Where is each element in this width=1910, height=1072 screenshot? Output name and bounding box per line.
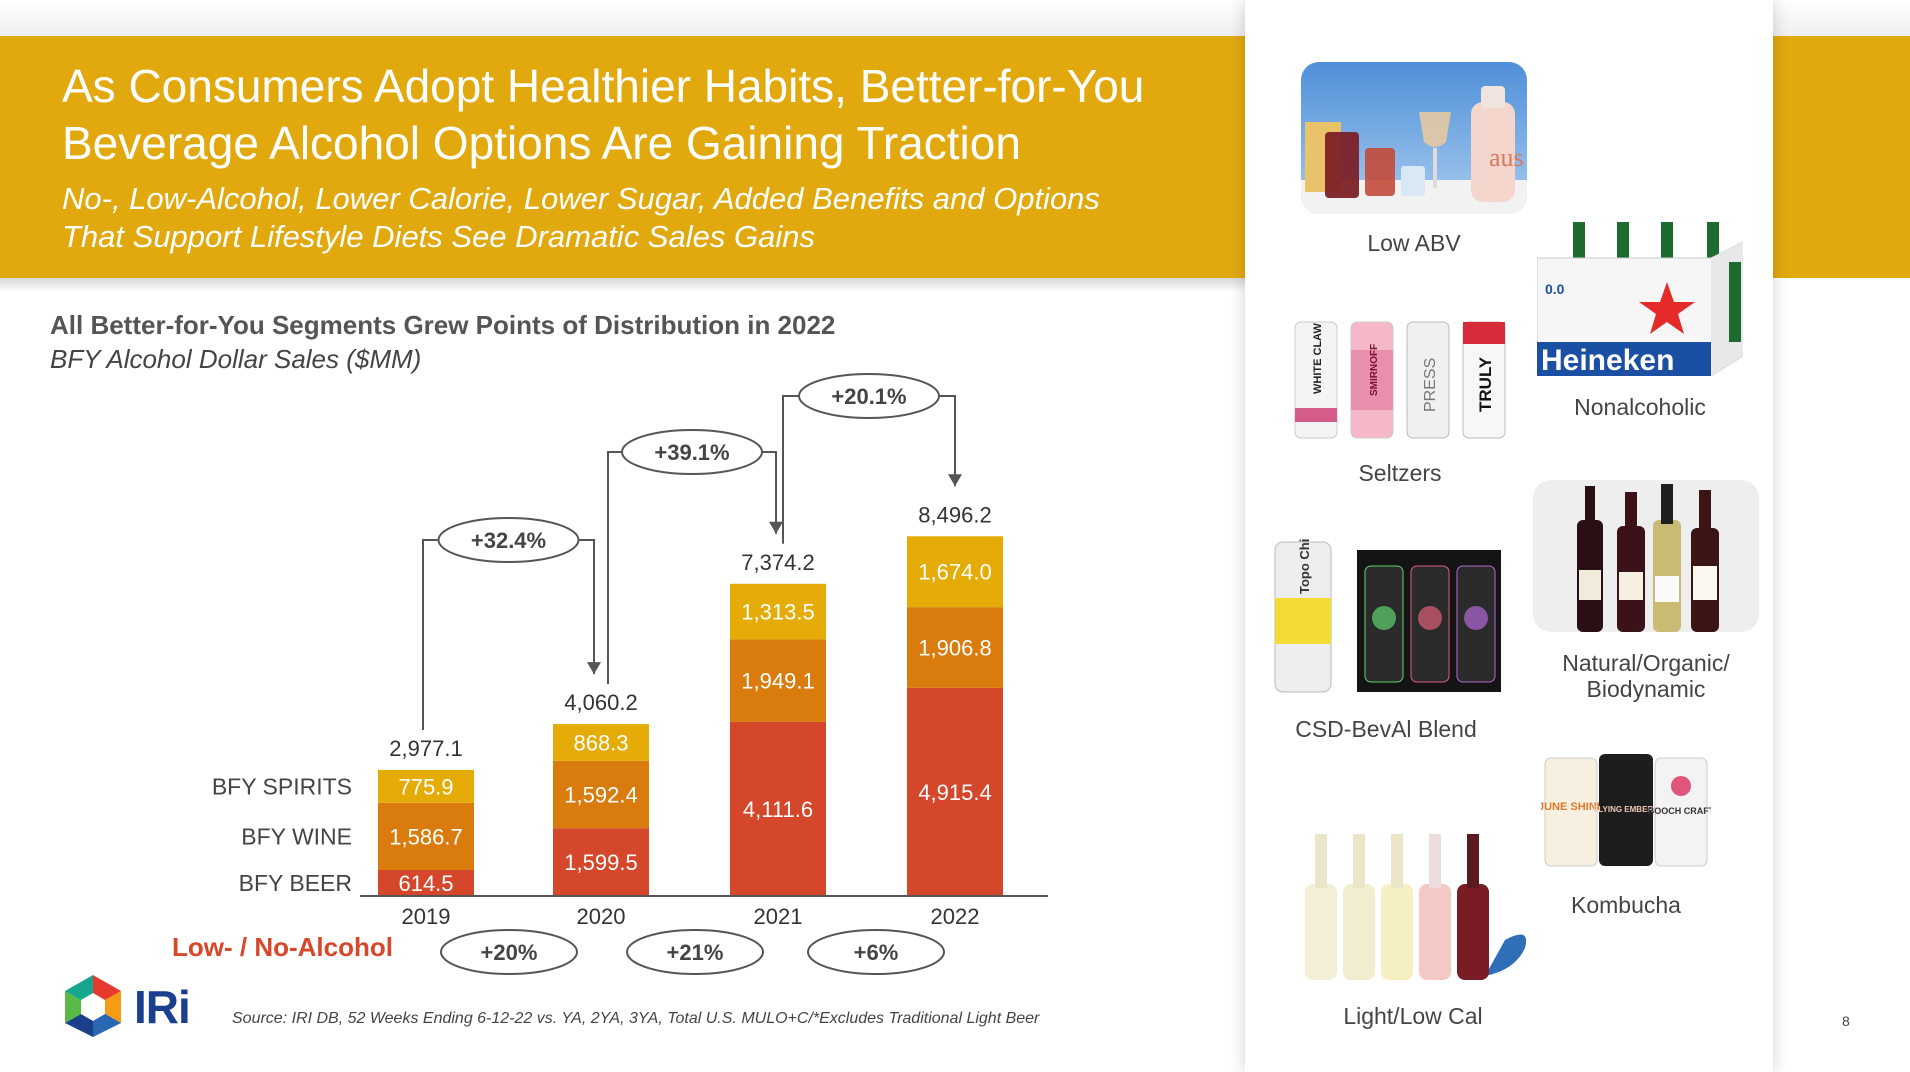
- data-label-bfy-beer-2022: 4,915.4: [918, 780, 991, 805]
- data-label-bfy-beer-2021: 4,111.6: [743, 797, 813, 822]
- legend-bfy-spirits: BFY SPIRITS: [212, 773, 352, 799]
- low-no-growth-2: +21%: [667, 940, 724, 965]
- total-label-2022: 8,496.2: [918, 502, 991, 527]
- light-low-cal-image: [1295, 830, 1531, 982]
- data-label-bfy-beer-2019: 614.5: [398, 871, 453, 896]
- data-label-bfy-wine-2020: 1,592.4: [564, 783, 637, 808]
- total-label-2019: 2,977.1: [389, 736, 462, 761]
- x-tick-2021: 2021: [754, 904, 803, 929]
- growth-arrowhead-3: [948, 474, 962, 486]
- data-label-bfy-spirits-2022: 1,674.0: [918, 560, 991, 585]
- x-tick-2022: 2022: [931, 904, 980, 929]
- growth-label-3: +20.1%: [831, 384, 906, 409]
- data-label-bfy-wine-2019: 1,586.7: [389, 824, 462, 849]
- seltzer-brand-3: PRESS: [1422, 358, 1439, 412]
- low-no-growth-1: +20%: [481, 940, 538, 965]
- csd-brand: Topo Chico: [1297, 538, 1312, 594]
- banner-shadow: [0, 278, 1245, 292]
- seltzers-label: Seltzers: [1285, 460, 1515, 486]
- data-label-bfy-wine-2022: 1,906.8: [918, 636, 991, 661]
- data-label-bfy-wine-2021: 1,949.1: [741, 669, 814, 694]
- kombucha-brand-3: BOOCH CRAFT: [1648, 806, 1711, 816]
- legend-bfy-wine: BFY WINE: [241, 823, 352, 849]
- data-label-bfy-spirits-2020: 868.3: [573, 730, 628, 755]
- csd-bevai-image: Topo Chico: [1271, 538, 1507, 700]
- page-subtitle: No-, Low-Alcohol, Lower Calorie, Lower S…: [62, 180, 1162, 256]
- growth-arrowhead-2: [769, 522, 783, 534]
- iri-logo-icon: [60, 973, 126, 1039]
- iri-logo-text: IRi: [134, 980, 190, 1034]
- total-label-2020: 4,060.2: [564, 690, 637, 715]
- legend-bfy-beer: BFY BEER: [239, 870, 352, 896]
- csd-bevai-label: CSD-BevAl Blend: [1271, 716, 1501, 742]
- data-label-bfy-beer-2020: 1,599.5: [564, 850, 637, 875]
- stacked-bar-chart: 614.5 1,586.7 775.9 2,977.1 2019 1,599.5 1,592…: [0, 360, 1080, 980]
- natural-image: [1533, 480, 1759, 632]
- low-abv-image: aus: [1301, 62, 1527, 214]
- page-title: As Consumers Adopt Healthier Habits, Bet…: [62, 58, 1162, 172]
- low-no-alcohol-label: Low- / No-Alcohol: [172, 932, 393, 963]
- category-panel: aus Low ABV 0.0 Heineken Nonalcoholic WH…: [1245, 0, 1773, 1072]
- seltzer-brand-4: TRULY: [1476, 356, 1495, 412]
- x-tick-2020: 2020: [577, 904, 626, 929]
- low-no-growth-3: +6%: [854, 940, 899, 965]
- chart-title: All Better-for-You Segments Grew Points …: [50, 310, 835, 341]
- growth-arrowhead-1: [587, 662, 601, 674]
- natural-label: Natural/Organic/ Biodynamic: [1533, 650, 1759, 702]
- growth-label-2: +39.1%: [654, 440, 729, 465]
- nonalcoholic-label: Nonalcoholic: [1537, 394, 1743, 420]
- low-abv-label: Low ABV: [1301, 230, 1527, 256]
- heineken-brand: Heineken: [1541, 344, 1674, 376]
- x-tick-2019: 2019: [402, 904, 451, 929]
- seltzers-image: WHITE CLAW SMIRNOFF PRESS TRULY: [1285, 320, 1515, 440]
- seltzer-brand-1: WHITE CLAW: [1312, 323, 1324, 394]
- kombucha-image: JUNE SHINE FLYING EMBERS BOOCH CRAFT: [1541, 752, 1711, 870]
- light-low-cal-label: Light/Low Cal: [1295, 1003, 1531, 1029]
- source-note: Source: IRI DB, 52 Weeks Ending 6-12-22 …: [232, 1010, 1039, 1028]
- heineken-zero: 0.0: [1545, 281, 1565, 297]
- svg-text:aus: aus: [1489, 143, 1524, 172]
- seltzer-brand-2: SMIRNOFF: [1369, 344, 1380, 396]
- total-label-2021: 7,374.2: [741, 550, 814, 575]
- data-label-bfy-spirits-2021: 1,313.5: [741, 600, 814, 625]
- kombucha-label: Kombucha: [1541, 892, 1711, 918]
- growth-label-1: +32.4%: [471, 528, 546, 553]
- nonalcoholic-image: 0.0 Heineken: [1537, 222, 1743, 376]
- data-label-bfy-spirits-2019: 775.9: [398, 774, 453, 799]
- page-number: 8: [1842, 1013, 1850, 1029]
